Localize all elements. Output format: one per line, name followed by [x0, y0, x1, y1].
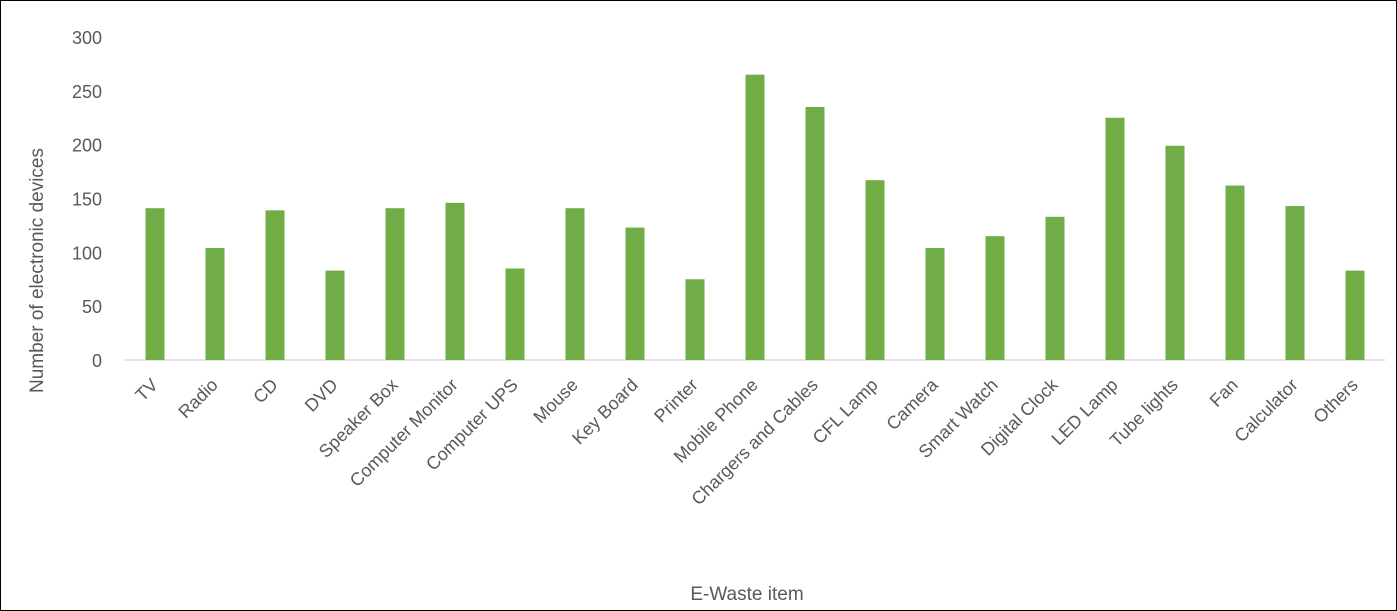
x-tick-label: Key Board	[568, 375, 642, 449]
bar	[865, 180, 885, 360]
bar	[625, 227, 645, 360]
y-tick-label: 50	[82, 297, 102, 317]
bars	[145, 74, 1365, 360]
y-tick-label: 100	[72, 243, 102, 263]
x-tick-label: Printer	[650, 375, 702, 427]
bar	[1345, 270, 1365, 360]
bar	[685, 279, 705, 360]
bar	[1165, 145, 1185, 360]
bar	[1045, 216, 1065, 360]
bar	[925, 248, 945, 360]
bar	[805, 106, 825, 360]
x-tick-label: Radio	[174, 375, 221, 422]
bar	[445, 202, 465, 360]
bar	[205, 248, 225, 360]
bar	[265, 210, 285, 360]
bar	[385, 208, 405, 360]
x-tick-label: Fan	[1206, 375, 1242, 411]
x-tick-label: Camera	[882, 374, 942, 434]
y-tick-label: 150	[72, 190, 102, 210]
x-tick-label: Computer Monitor	[346, 375, 462, 491]
y-tick-label: 300	[72, 28, 102, 48]
y-tick-label: 0	[92, 351, 102, 371]
bar	[1225, 185, 1245, 360]
bar	[145, 208, 165, 360]
x-tick-label: DVD	[301, 375, 342, 416]
x-tick-label: CD	[249, 375, 282, 408]
x-tick-label: Mouse	[529, 375, 581, 427]
bar	[745, 74, 765, 360]
y-axis-title: Number of electronic devices	[27, 148, 48, 393]
x-axis-title: E-Waste item	[690, 584, 803, 605]
bar	[565, 208, 585, 360]
bar	[985, 236, 1005, 360]
bar	[1105, 117, 1125, 360]
bar	[1285, 206, 1305, 360]
bar	[325, 270, 345, 360]
y-tick-label: 200	[72, 136, 102, 156]
y-tick-label: 250	[72, 82, 102, 102]
x-tick-label: Others	[1309, 375, 1361, 427]
x-tick-label: TV	[131, 375, 161, 405]
x-tick-label: CFL Lamp	[809, 375, 882, 448]
y-axis-ticks: 0 50 100 150 200 250 300	[72, 28, 102, 371]
bar	[505, 268, 525, 360]
x-tick-label: Calculator	[1230, 375, 1301, 446]
